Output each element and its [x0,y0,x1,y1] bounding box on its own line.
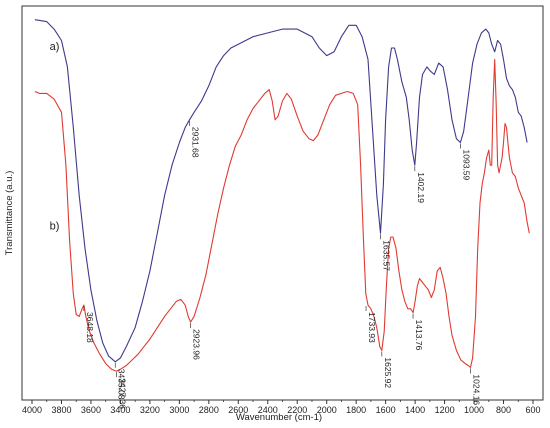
plot-frame [21,5,544,401]
x-tick-label: 2600 [228,405,248,415]
series-line-a [34,19,528,363]
peak-label: 1625.92 [383,357,393,388]
x-tick-label: 2400 [258,405,278,415]
x-axis-ticks: 4000 3800 3600 3400 3200 3000 2800 2600 2400 2200… [22,400,541,415]
peak-label: 1093.59 [461,150,471,181]
x-tick-label: 1800 [346,405,366,415]
peak-label: 1413.76 [414,320,424,351]
x-tick-label: 600 [525,405,540,415]
peak-label: 1024.16 [472,374,482,405]
x-tick-label: 800 [496,405,511,415]
x-tick-label: 3200 [140,405,160,415]
series-layer [34,19,530,372]
peak-label: 2923.96 [192,329,202,360]
plot-border [21,5,544,401]
curve-label-b: b) [50,220,60,232]
x-tick-label: 1400 [405,405,425,415]
x-tick-label: 2800 [199,405,219,415]
peak-label: 1402.19 [416,172,426,203]
x-tick-label: 1200 [435,405,455,415]
curve-labels: a) b) [50,41,60,233]
x-tick-label: 2000 [317,405,337,415]
x-axis-title: Wavenumber (cm-1) [236,412,322,423]
peak-label: 1635.57 [381,240,391,271]
peak-label: 3427.36 [117,378,127,409]
x-tick-label: 1600 [376,405,396,415]
peak-label: 2931.68 [191,127,201,158]
peak-annotations: 2931.68 1635.57 1402.19 1093.59 3435.08 3648.… [83,120,482,409]
series-line-b [34,58,530,372]
x-tick-label: 3000 [169,405,189,415]
x-tick-label: 1000 [464,405,484,415]
peak-label: 1733.93 [367,312,377,343]
peak-label: 3648.18 [85,312,95,343]
peak-label: 3435.08 [116,369,126,400]
x-tick-label: 3600 [81,405,101,415]
x-tick-label: 2200 [287,405,307,415]
x-tick-label: 3800 [51,405,71,415]
curve-label-a: a) [50,41,60,53]
x-tick-label: 4000 [22,405,42,415]
x-tick-label: 3400 [110,405,130,415]
y-axis-title: Transmittance (a.u.) [4,171,15,256]
